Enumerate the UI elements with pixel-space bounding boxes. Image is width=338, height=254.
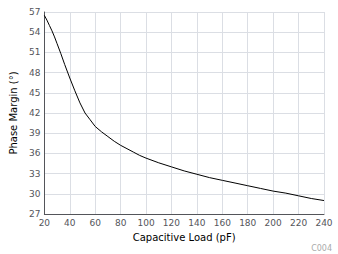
svg-text:36: 36: [29, 148, 41, 158]
svg-text:Capacitive Load (pF): Capacitive Load (pF): [133, 232, 236, 243]
svg-text:57: 57: [29, 7, 40, 17]
svg-text:240: 240: [315, 218, 332, 228]
svg-text:39: 39: [29, 128, 41, 138]
svg-text:120: 120: [163, 218, 180, 228]
svg-text:51: 51: [29, 47, 40, 57]
svg-text:160: 160: [214, 218, 231, 228]
svg-text:220: 220: [290, 218, 307, 228]
svg-text:Phase Margin (°): Phase Margin (°): [8, 71, 19, 154]
svg-text:80: 80: [115, 218, 127, 228]
svg-text:42: 42: [29, 108, 40, 118]
svg-text:60: 60: [89, 218, 101, 228]
svg-text:45: 45: [29, 88, 40, 98]
svg-text:33: 33: [29, 169, 40, 179]
svg-text:27: 27: [28, 209, 41, 219]
svg-text:C004: C004: [311, 244, 332, 253]
svg-text:40: 40: [64, 218, 76, 228]
svg-text:20: 20: [39, 218, 51, 228]
svg-text:48: 48: [29, 68, 41, 78]
svg-text:30: 30: [29, 189, 41, 199]
svg-text:100: 100: [137, 218, 154, 228]
svg-text:180: 180: [239, 218, 256, 228]
svg-text:200: 200: [265, 218, 282, 228]
svg-text:140: 140: [188, 218, 205, 228]
svg-text:54: 54: [29, 27, 41, 37]
